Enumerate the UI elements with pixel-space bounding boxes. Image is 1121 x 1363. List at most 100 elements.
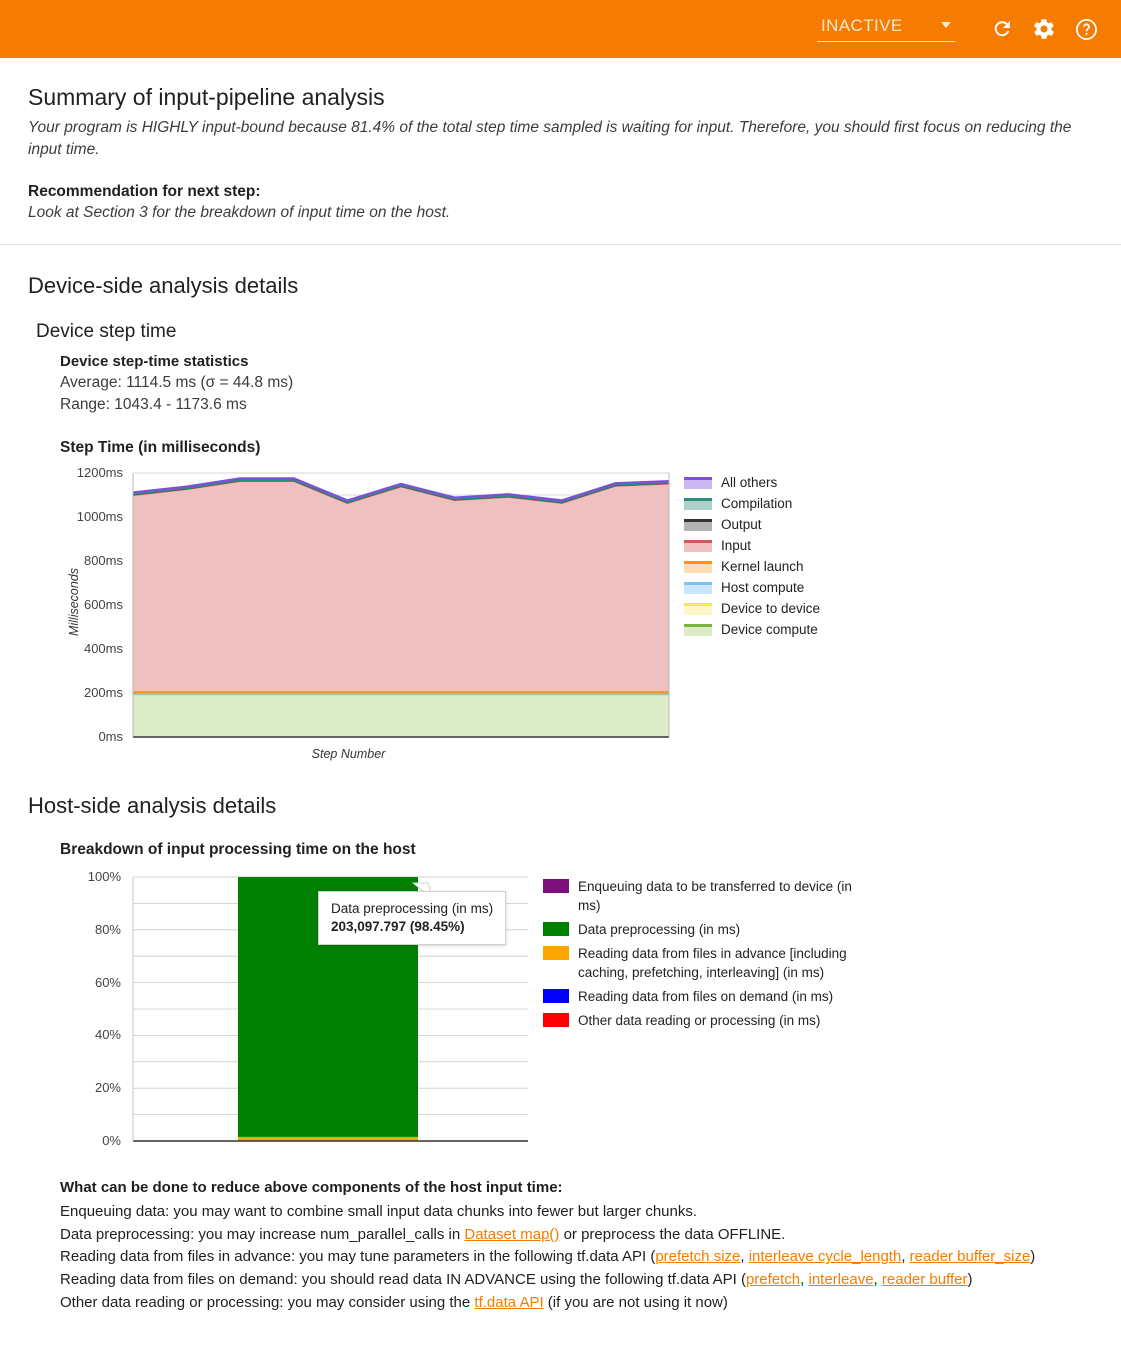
advice-line4-sep2: ,	[873, 1271, 882, 1289]
step-chart-y-tick: 0ms	[98, 728, 123, 744]
device-side-section: Device-side analysis details Device step…	[0, 273, 1121, 765]
legend-swatch-icon	[684, 581, 712, 594]
settings-gear-icon[interactable]	[1027, 12, 1061, 46]
summary-body: Your program is HIGHLY input-bound becau…	[28, 119, 1072, 158]
host-breakdown-legend: Enqueuing data to be transferred to devi…	[543, 877, 878, 1035]
legend-item[interactable]: Reading data from files on demand (in ms…	[543, 987, 878, 1006]
legend-label: Host compute	[721, 579, 805, 595]
legend-label: Enqueuing data to be transferred to devi…	[578, 878, 852, 913]
run-selector[interactable]: INACTIVE	[817, 16, 955, 42]
tooltip-label: Data preprocessing (in ms)	[331, 900, 494, 916]
host-chart-y-tick: 60%	[94, 974, 121, 990]
link-tf-data-api[interactable]: tf.data API	[474, 1293, 544, 1311]
step-time-chart-title: Step Time (in milliseconds)	[60, 438, 261, 456]
line-compilation	[132, 478, 670, 504]
legend-item[interactable]: Data preprocessing (in ms)	[543, 920, 878, 939]
recommendation-heading: Recommendation for next step:	[28, 183, 261, 200]
legend-swatch-icon	[543, 1012, 569, 1027]
legend-swatch-icon	[543, 878, 569, 893]
stats-range: Range: 1043.4 - 1173.6 ms	[60, 396, 247, 414]
step-chart-x-axis-label: Step Number	[311, 746, 386, 761]
legend-label: Kernel launch	[721, 558, 804, 574]
stats-heading: Device step-time statistics	[60, 353, 249, 370]
help-circle-icon[interactable]	[1069, 12, 1103, 46]
legend-item[interactable]: Other data reading or processing (in ms)	[543, 1011, 878, 1030]
link-prefetch[interactable]: prefetch	[745, 1271, 801, 1289]
legend-item[interactable]: Enqueuing data to be transferred to devi…	[543, 877, 878, 915]
advice-line2-pre: Data preprocessing: you may increase num…	[60, 1225, 465, 1243]
legend-item[interactable]: Host compute	[684, 578, 820, 599]
link-interleave[interactable]: interleave	[808, 1271, 874, 1289]
device-section-title: Device-side analysis details	[28, 273, 299, 298]
legend-swatch-icon	[684, 497, 712, 510]
legend-label: Data preprocessing (in ms)	[578, 921, 741, 937]
legend-label: Device compute	[721, 621, 818, 637]
legend-item[interactable]: Reading data from files in advance [incl…	[543, 944, 878, 982]
step-chart-y-tick: 200ms	[83, 684, 123, 700]
step-chart-y-tick: 1000ms	[76, 508, 123, 524]
legend-item[interactable]: All others	[684, 473, 820, 494]
advice-line-preprocessing: Data preprocessing: you may increase num…	[60, 1224, 1093, 1247]
step-chart-y-tick: 800ms	[83, 552, 123, 568]
host-section-title: Host-side analysis details	[28, 792, 277, 818]
advice-line-read-advance: Reading data from files in advance: you …	[60, 1246, 1093, 1269]
legend-label: Other data reading or processing (in ms)	[578, 1012, 821, 1028]
advice-line-enqueuing: Enqueuing data: you may want to combine …	[60, 1201, 1093, 1224]
run-selector-value: INACTIVE	[821, 16, 903, 35]
legend-swatch-icon	[684, 476, 712, 489]
host-chart-y-tick: 100%	[87, 868, 121, 884]
recommendation-body: Look at Section 3 for the breakdown of i…	[28, 204, 451, 221]
legend-label: Output	[721, 516, 762, 532]
legend-item[interactable]: Device compute	[684, 620, 820, 641]
summary-panel: Summary of input-pipeline analysis Your …	[0, 58, 1121, 245]
legend-item[interactable]: Output	[684, 515, 820, 536]
legend-label: Input	[721, 537, 752, 553]
legend-item[interactable]: Compilation	[684, 494, 820, 515]
legend-item[interactable]: Input	[684, 536, 820, 557]
step-chart-y-tick: 400ms	[83, 640, 123, 656]
host-breakdown-chart: Data preprocessing (in ms) 203,097.797 (…	[28, 869, 1093, 1169]
advice-line3-sep1: ,	[740, 1248, 749, 1266]
link-prefetch-size[interactable]: prefetch size	[655, 1248, 741, 1266]
link-interleave-cycle-length[interactable]: interleave cycle_length	[748, 1248, 902, 1266]
step-time-legend: All others Compilation Output Input Kernel l…	[684, 473, 820, 641]
legend-label: Device to device	[721, 600, 821, 616]
area-device-compute	[133, 693, 669, 737]
host-chart-y-tick: 40%	[94, 1027, 121, 1043]
advice-line3-sep2: ,	[901, 1248, 910, 1266]
area-input	[133, 480, 669, 693]
step-time-chart: Milliseconds Step Number All others Compi…	[28, 465, 1093, 765]
legend-item[interactable]: Device to device	[684, 599, 820, 620]
stats-average: Average: 1114.5 ms (σ = 44.8 ms)	[60, 374, 294, 391]
legend-swatch-icon	[684, 623, 712, 636]
legend-item[interactable]: Kernel launch	[684, 557, 820, 578]
refresh-icon[interactable]	[985, 12, 1019, 46]
advice-block: What can be done to reduce above compone…	[60, 1177, 1093, 1315]
device-step-time-subtitle: Device step time	[36, 321, 177, 342]
link-reader-buffer-size[interactable]: reader buffer_size	[909, 1248, 1031, 1266]
step-time-plot[interactable]	[28, 465, 688, 755]
advice-line3-post: )	[1030, 1248, 1036, 1266]
bar-segment	[238, 1136, 418, 1141]
legend-swatch-icon	[684, 560, 712, 573]
legend-label: Reading data from files in advance [incl…	[578, 945, 847, 980]
legend-swatch-icon	[684, 602, 712, 615]
link-reader-buffer[interactable]: reader buffer	[881, 1271, 968, 1289]
host-side-section: Host-side analysis details Breakdown of …	[0, 793, 1121, 1315]
host-chart-title: Breakdown of input processing time on th…	[60, 840, 416, 858]
advice-line5-pre: Other data reading or processing: you ma…	[60, 1293, 475, 1311]
advice-line-other: Other data reading or processing: you ma…	[60, 1292, 1093, 1315]
legend-label: All others	[721, 474, 778, 490]
step-chart-y-tick: 1200ms	[76, 464, 123, 480]
advice-line2-post: or preprocess the data OFFLINE.	[559, 1225, 786, 1243]
device-step-time-stats: Device step-time statistics Average: 111…	[60, 353, 1093, 417]
legend-label: Compilation	[721, 495, 793, 511]
tooltip-value: 203,097.797 (98.45%)	[331, 918, 465, 934]
step-chart-y-tick: 600ms	[83, 596, 123, 612]
chart-tooltip: Data preprocessing (in ms) 203,097.797 (…	[318, 890, 507, 945]
host-chart-y-tick: 20%	[94, 1080, 121, 1096]
host-chart-y-tick: 80%	[94, 921, 121, 937]
link-dataset-map[interactable]: Dataset map()	[464, 1225, 560, 1243]
advice-line4-sep1: ,	[800, 1271, 809, 1289]
advice-heading: What can be done to reduce above compone…	[60, 1178, 563, 1196]
